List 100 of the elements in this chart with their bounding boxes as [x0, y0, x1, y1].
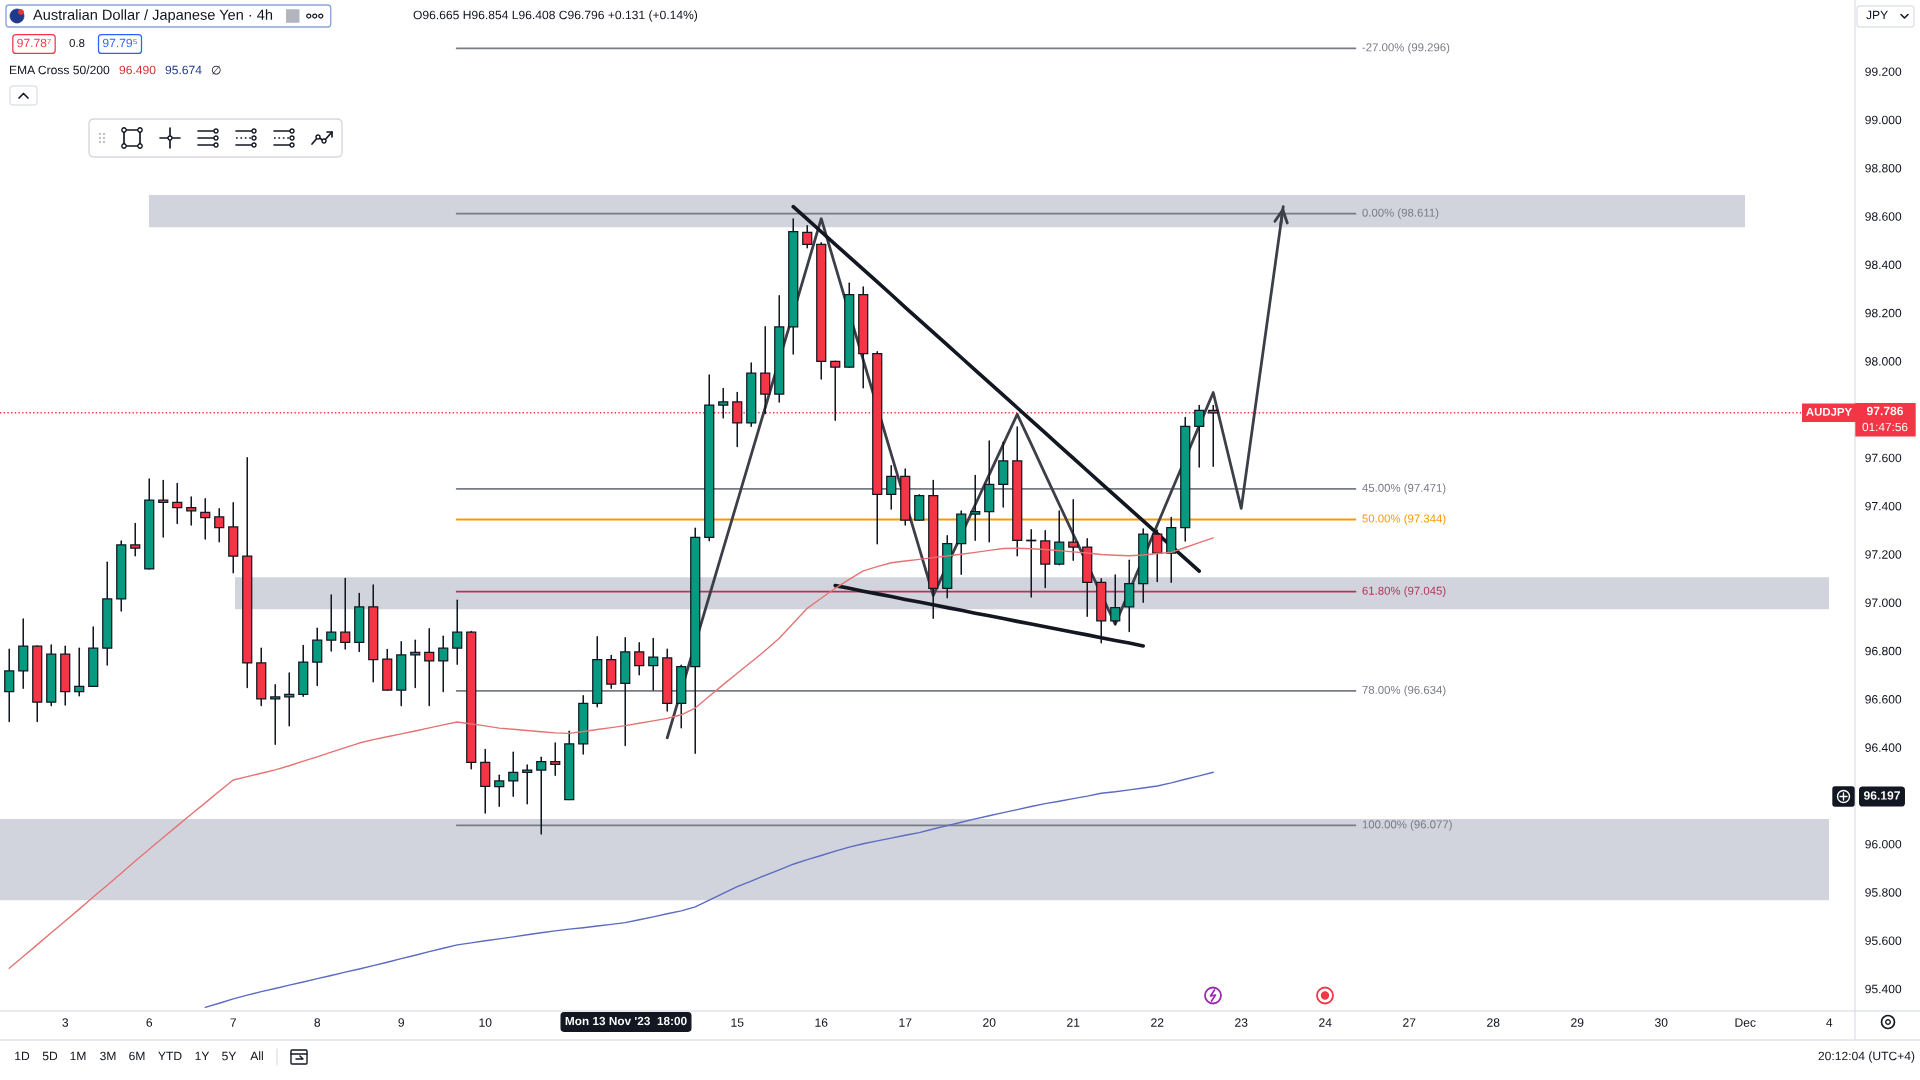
candlestick — [1040, 530, 1051, 589]
text: 97.786 — [1866, 406, 1904, 416]
x-tick-label: 22 — [1151, 1018, 1164, 1027]
y-tick-label: 98.600 — [1865, 212, 1902, 221]
text: Australian Dollar / Japanese Yen · 4h — [33, 9, 273, 23]
ref-line-label: AUDJPY — [1806, 407, 1852, 416]
y-tick-label: 96.800 — [1865, 646, 1902, 656]
y-tick-label: 96.000 — [1865, 839, 1902, 849]
text: 01:47:56 — [1862, 422, 1908, 432]
candlestick — [284, 672, 295, 727]
y-tick-label: 99.000 — [1865, 115, 1902, 125]
candlestick — [200, 497, 211, 540]
candlestick — [452, 599, 463, 666]
text: 20:12:04 (UTC+4) — [1818, 1051, 1915, 1063]
candlestick — [480, 748, 491, 814]
candlestick — [550, 742, 561, 776]
candlestick — [1054, 510, 1065, 566]
y-tick-label: 97.600 — [1865, 453, 1902, 463]
candlestick — [1110, 574, 1121, 626]
candlestick — [438, 635, 449, 693]
ref-line-label: -27.00% (99.296) — [1362, 42, 1450, 54]
x-tick-label: 15 — [731, 1018, 744, 1027]
ref-line-label: 61.80% (97.045) — [1362, 586, 1446, 597]
y-tick-label: 95.800 — [1865, 888, 1902, 897]
y-tick-label: 98.000 — [1865, 357, 1902, 366]
candlestick — [1124, 559, 1135, 633]
x-tick-label: Dec — [1735, 1018, 1756, 1027]
text: 3M — [100, 1051, 116, 1061]
x-tick-label: 27 — [1403, 1018, 1416, 1027]
annotation: EMA Cross 50/200 — [9, 65, 110, 75]
y-tick-label: 95.600 — [1865, 936, 1902, 946]
candlestick — [1194, 404, 1205, 468]
text: JPY — [1866, 10, 1888, 20]
x-tick-label: 24 — [1319, 1018, 1332, 1027]
ref-line-label: 50.00% (97.344) — [1362, 514, 1446, 525]
candlestick — [424, 628, 435, 707]
text: 6M — [129, 1051, 145, 1061]
x-tick-label: 21 — [1067, 1018, 1080, 1027]
candlestick — [508, 751, 519, 797]
x-tick-label: 20 — [983, 1018, 996, 1027]
annotation: 0.8 — [69, 38, 85, 48]
candlestick — [998, 441, 1009, 508]
candlestick — [4, 648, 15, 723]
candlestick — [718, 387, 729, 419]
ref-line-label: 78.00% (96.634) — [1362, 685, 1446, 697]
x-tick-label: 23 — [1235, 1018, 1248, 1027]
x-tick-label: 3 — [62, 1018, 69, 1027]
y-tick-label: 98.400 — [1865, 260, 1902, 270]
x-tick-label: 30 — [1654, 1018, 1668, 1027]
annotation: ∅ — [211, 65, 221, 75]
candlestick — [410, 639, 421, 689]
candlestick — [522, 764, 533, 805]
annotation: 97.79⁵ — [102, 38, 137, 48]
ref-line-label: 100.00% (96.077) — [1362, 820, 1452, 831]
candlestick — [340, 577, 351, 650]
text: All — [250, 1051, 263, 1061]
text: 1D — [15, 1051, 30, 1061]
x-tick-label: 6 — [146, 1018, 153, 1027]
candlestick — [536, 756, 547, 835]
candlestick — [312, 627, 323, 687]
annotation: 95.674 — [165, 65, 202, 75]
candlestick — [634, 642, 645, 676]
candlestick — [74, 647, 85, 697]
x-tick-label: 7 — [230, 1018, 236, 1027]
text: 1M — [70, 1051, 86, 1061]
x-tick-label: 28 — [1487, 1018, 1500, 1027]
candlestick — [970, 474, 981, 542]
candlestick — [158, 479, 169, 538]
x-tick-label: 9 — [398, 1018, 405, 1027]
y-tick-label: 95.400 — [1865, 984, 1902, 994]
x-tick-label: 10 — [479, 1018, 492, 1027]
line-series — [204, 771, 1214, 1009]
y-tick-label: 99.200 — [1865, 67, 1902, 76]
x-tick-label: 17 — [899, 1018, 912, 1027]
text: 96.197 — [1863, 791, 1900, 800]
y-tick-label: 96.600 — [1865, 695, 1902, 704]
y-tick-label: 97.200 — [1865, 550, 1902, 559]
candlestick — [494, 774, 505, 808]
x-tick-label: 29 — [1571, 1018, 1584, 1027]
candlestick — [1068, 498, 1079, 562]
candlestick — [326, 594, 337, 652]
text: 5D — [42, 1051, 58, 1061]
ref-line-label: 45.00% (97.471) — [1362, 483, 1446, 495]
x-tick-label: 8 — [314, 1018, 321, 1027]
y-tick-label: 98.800 — [1865, 163, 1902, 173]
text: YTD — [158, 1051, 182, 1061]
candlestick — [130, 522, 141, 557]
y-tick-label: 97.400 — [1865, 501, 1902, 511]
x-tick-label: 4 — [1826, 1018, 1833, 1027]
candlestick — [172, 482, 183, 525]
text: Mon 13 Nov '23 18:00 — [565, 1016, 687, 1026]
y-tick-label: 96.400 — [1865, 743, 1902, 752]
x-tick-label: 16 — [815, 1018, 828, 1027]
candlestick — [270, 684, 281, 746]
candlestick — [886, 464, 897, 510]
candlestick — [214, 508, 225, 543]
annotation: 97.78⁷ — [17, 38, 51, 48]
ref-line-label: 0.00% (98.611) — [1362, 208, 1439, 219]
y-tick-label: 98.200 — [1865, 308, 1902, 318]
annotation: O96.665 H96.854 L96.408 C96.796 +0.131 (+0.14%) — [413, 10, 698, 22]
